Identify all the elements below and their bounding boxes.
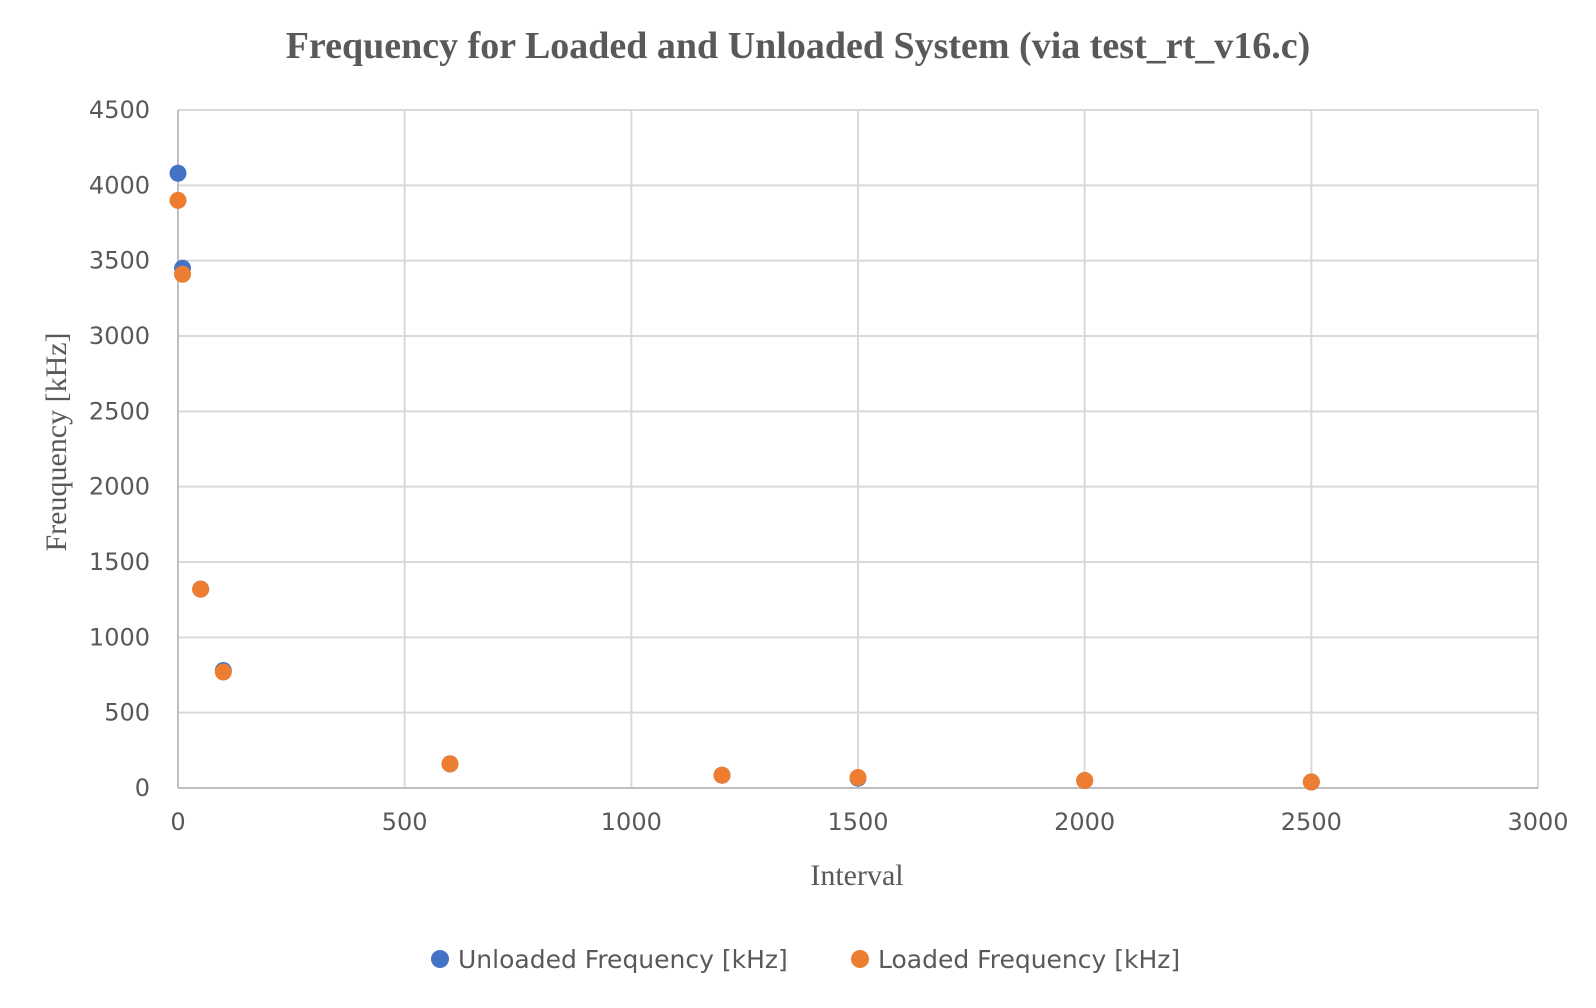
x-tick-label: 3000: [1507, 808, 1568, 836]
data-point: [192, 580, 210, 598]
data-point: [174, 265, 192, 283]
y-tick-label: 3500: [89, 247, 150, 275]
series-2: [169, 191, 1320, 791]
legend-label: Unloaded Frequency [kHz]: [458, 945, 788, 974]
y-axis-title: Freuquency [kHz]: [40, 332, 73, 551]
data-point: [1076, 771, 1094, 789]
y-tick-label: 2000: [89, 473, 150, 501]
data-point: [169, 191, 187, 209]
x-tick-label: 1500: [827, 808, 888, 836]
y-tick-label: 1000: [89, 623, 150, 651]
x-tick-labels: 0 500 1000 1500 2000 2500 3000: [170, 808, 1568, 836]
y-tick-label: 3000: [89, 322, 150, 350]
data-point: [1302, 773, 1320, 791]
x-tick-label: 2000: [1054, 808, 1115, 836]
y-tick-label: 4000: [89, 171, 150, 199]
legend-marker: [851, 950, 869, 968]
chart-title: Frequency for Loaded and Unloaded System…: [286, 25, 1311, 67]
grid-lines: [178, 109, 1539, 788]
x-tick-label: 0: [170, 808, 185, 836]
y-tick-labels: 0 500 1000 1500 2000 2500 3000 3500 4000 4500: [89, 96, 150, 802]
legend: Unloaded Frequency [kHz] Loaded Frequency…: [431, 945, 1180, 974]
x-tick-label: 1000: [601, 808, 662, 836]
data-point: [214, 663, 232, 681]
x-tick-label: 2500: [1281, 808, 1342, 836]
y-tick-label: 0: [135, 774, 150, 802]
x-axis-title: Interval: [810, 859, 903, 892]
legend-label: Loaded Frequency [kHz]: [878, 945, 1180, 974]
x-tick-label: 500: [382, 808, 428, 836]
data-point: [849, 768, 867, 786]
y-tick-label: 500: [104, 699, 150, 727]
y-tick-label: 1500: [89, 548, 150, 576]
data-point: [441, 755, 459, 773]
y-tick-label: 4500: [89, 96, 150, 124]
data-points: [169, 164, 1320, 791]
data-point: [169, 164, 187, 182]
legend-marker: [431, 950, 449, 968]
series-1: [169, 164, 1320, 791]
y-tick-label: 2500: [89, 397, 150, 425]
data-point: [713, 766, 731, 784]
